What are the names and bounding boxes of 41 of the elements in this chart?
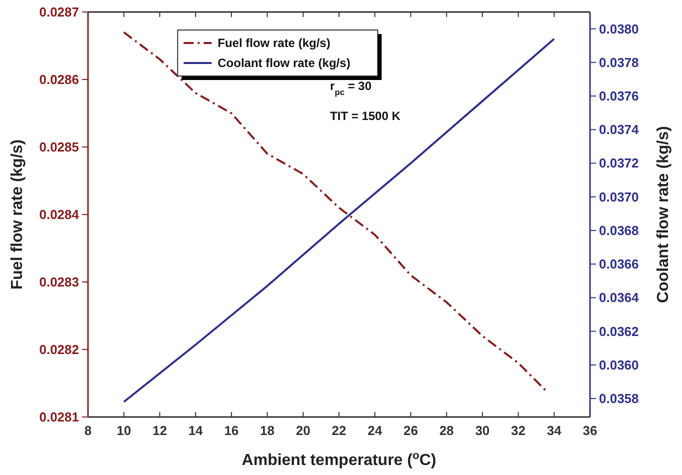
x-tick-label: 36 <box>582 423 598 438</box>
y2-tick-label: 0.0366 <box>599 256 639 272</box>
y-axis-title: Fuel flow rate (kg/s) <box>9 139 26 290</box>
y-tick-label: 0.0284 <box>39 207 80 222</box>
x-tick-label: 34 <box>546 423 562 438</box>
x-tick-label: 22 <box>332 423 346 438</box>
x-tick-label: 16 <box>224 423 239 438</box>
y2-axis-title: Coolant flow rate (kg/s) <box>655 126 672 303</box>
x-tick-label: 14 <box>188 423 204 438</box>
y2-tick-label: 0.0370 <box>599 189 639 204</box>
x-tick-label: 18 <box>260 423 275 438</box>
x-axis-title: Ambient temperature ($^{o}$C) <box>242 450 436 469</box>
y2-tick-label: 0.0372 <box>599 156 639 171</box>
y2-tick-label: 0.0374 <box>599 122 640 138</box>
y2-tick-label: 0.0360 <box>599 357 639 372</box>
x-tick-label: 10 <box>116 423 132 438</box>
y2-tick-label: 0.0362 <box>599 324 639 339</box>
y2-tick-label: 0.0380 <box>599 21 639 36</box>
annotation: TIT = 1500 K <box>330 109 401 123</box>
y-tick-label: 0.0286 <box>39 72 79 87</box>
y2-tick-label: 0.0376 <box>599 88 639 104</box>
y2-tick-label: 0.0358 <box>599 391 639 406</box>
x-tick-label: 32 <box>511 423 526 438</box>
y2-tick-label: 0.0364 <box>599 290 640 306</box>
legend-label: Coolant flow rate (kg/s) <box>218 56 350 70</box>
annotation: r$_{pc}$ = 30 <box>330 79 372 97</box>
y-tick-label: 0.0281 <box>39 410 79 424</box>
y2-tick-label: 0.0368 <box>599 222 639 238</box>
x-tick-label: 24 <box>368 423 383 438</box>
legend-label: Fuel flow rate (kg/s) <box>218 36 330 50</box>
y-tick-label: 0.0283 <box>39 274 79 290</box>
y2-tick-label: 0.0378 <box>599 54 639 70</box>
x-tick-label: 26 <box>403 423 418 438</box>
x-tick-label: 8 <box>84 423 92 438</box>
y-tick-label: 0.0287 <box>39 4 79 20</box>
x-tick-label: 28 <box>439 423 454 438</box>
x-tick-label: 12 <box>152 423 167 438</box>
x-tick-label: 20 <box>296 423 310 438</box>
y-tick-label: 0.0282 <box>39 342 79 357</box>
x-tick-label: 30 <box>475 423 490 438</box>
y-tick-label: 0.0285 <box>39 140 79 154</box>
